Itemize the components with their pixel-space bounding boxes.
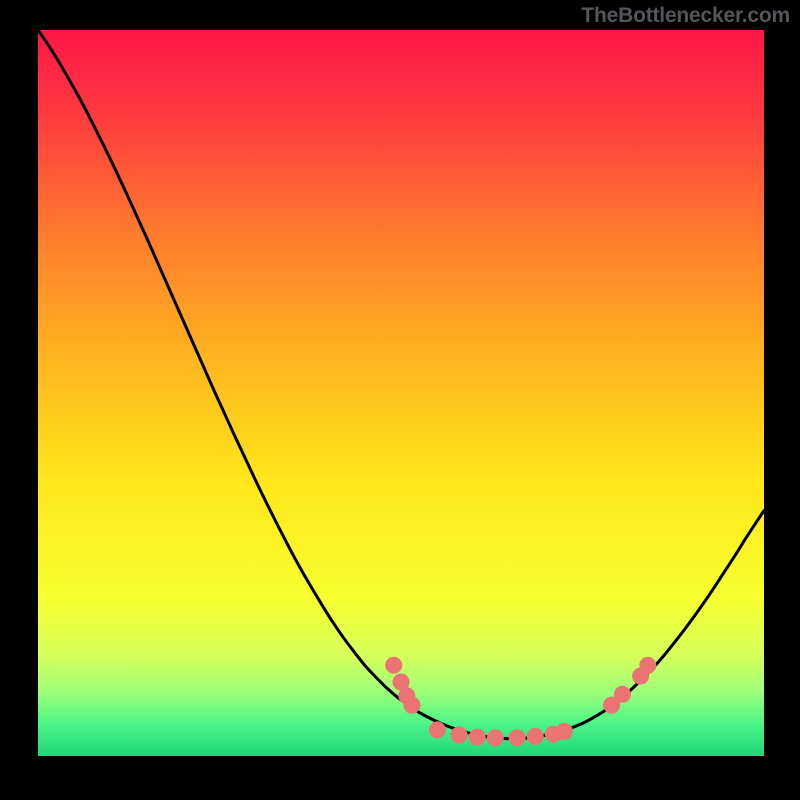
data-marker <box>640 657 656 673</box>
data-marker <box>556 723 572 739</box>
data-marker <box>429 722 445 738</box>
data-marker <box>509 730 525 746</box>
watermark-text: TheBottlenecker.com <box>581 4 790 28</box>
data-marker <box>527 728 543 744</box>
data-marker <box>487 730 503 746</box>
bottleneck-chart <box>38 30 764 756</box>
data-marker <box>386 657 402 673</box>
data-marker <box>404 697 420 713</box>
data-marker <box>614 686 630 702</box>
data-marker <box>451 727 467 743</box>
data-marker <box>469 729 485 745</box>
gradient-background <box>38 30 764 756</box>
